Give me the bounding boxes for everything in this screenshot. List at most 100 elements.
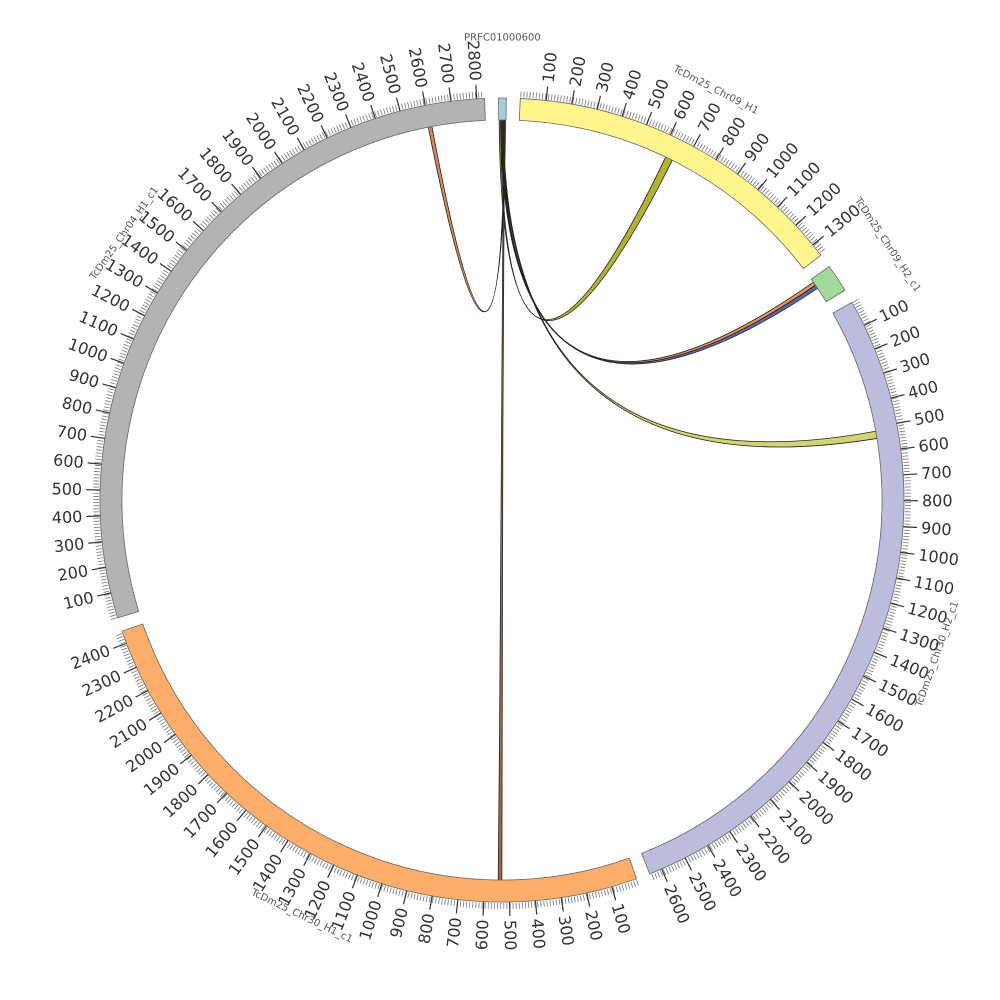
tick-mark (216, 792, 228, 804)
tick-label: 300 (592, 60, 618, 94)
tick-mark (175, 241, 188, 251)
tick-mark (303, 853, 311, 866)
tick-label: 1000 (917, 545, 960, 569)
tick-label: 500 (51, 479, 82, 499)
link-ribbon (427, 119, 506, 313)
tick-label: 200 (581, 909, 606, 943)
segment-band (498, 97, 507, 121)
segment-label: PRFC01000600 (464, 32, 541, 43)
tick-mark (776, 196, 788, 208)
tick-mark (896, 577, 911, 582)
tick-label: 300 (898, 349, 933, 377)
segment-band (99, 97, 486, 619)
tick-label: 800 (922, 491, 953, 510)
tick-mark (110, 357, 125, 364)
tick-label: 900 (740, 129, 773, 165)
tick-mark (95, 409, 110, 414)
tick-mark (231, 183, 242, 195)
tick-label: 2500 (376, 52, 405, 96)
tick-mark (257, 825, 268, 838)
tick-mark (882, 627, 897, 634)
tick-mark (87, 462, 102, 465)
tick-label: 700 (694, 99, 725, 135)
tick-label: 400 (528, 918, 549, 950)
tick-mark (192, 220, 204, 232)
tick-mark (370, 105, 376, 119)
tick-label: 2400 (68, 641, 113, 673)
tick-mark (475, 84, 478, 99)
tick-mark (429, 895, 433, 910)
tick-mark (211, 201, 222, 213)
tick-label: 1100 (76, 307, 121, 341)
link-ribbon (501, 119, 819, 365)
tick-label: 900 (67, 365, 102, 392)
tick-label: 2800 (464, 40, 486, 82)
tick-mark (395, 97, 401, 112)
tick-mark (320, 125, 328, 139)
tick-label: 500 (500, 920, 520, 951)
tick-label: 200 (888, 322, 923, 351)
tick-mark (757, 178, 768, 191)
tick-label: 2300 (320, 69, 353, 114)
tick-mark (715, 147, 724, 161)
tick-label: 2600 (660, 882, 694, 927)
tick-mark (280, 839, 289, 853)
tick-mark (890, 394, 905, 399)
tick-mark (822, 741, 835, 752)
tick-label: 700 (55, 422, 88, 445)
tick-label: 1200 (88, 280, 133, 316)
tick-label: 1100 (912, 572, 956, 599)
tick-mark (455, 899, 459, 914)
tick-mark (669, 122, 677, 136)
tick-label: 800 (718, 114, 750, 150)
tick-mark (769, 798, 781, 811)
tick-mark (596, 95, 602, 110)
tick-label: 600 (669, 87, 699, 123)
tick-mark (296, 137, 305, 151)
tick-mark (900, 446, 915, 450)
tick-mark (736, 162, 747, 175)
segment-band (518, 98, 822, 270)
tick-label: 200 (56, 561, 89, 585)
tick-label: 100 (876, 296, 912, 326)
tick-mark (611, 886, 617, 901)
tick-mark (560, 897, 564, 912)
tick-label: 800 (60, 393, 94, 418)
tick-mark (863, 318, 877, 326)
tick-mark (837, 720, 850, 730)
tick-mark (729, 831, 739, 844)
tick-label: 300 (554, 914, 577, 947)
tick-mark (345, 114, 352, 128)
segment-band (641, 301, 905, 875)
tick-mark (874, 343, 888, 350)
tick-mark (197, 774, 209, 785)
tick-mark (377, 883, 383, 898)
tick-mark (812, 235, 824, 246)
tick-mark (851, 698, 864, 707)
tick-mark (273, 151, 283, 164)
tick-mark (750, 815, 760, 828)
tick-label: 600 (472, 919, 492, 950)
tick-mark (113, 642, 127, 649)
tick-label: 700 (443, 916, 465, 948)
tick-mark (586, 892, 591, 907)
tick-label: 400 (618, 67, 645, 102)
tick-mark (534, 900, 538, 915)
links (427, 119, 878, 881)
tick-label: 900 (386, 906, 412, 940)
tick-mark (180, 754, 192, 765)
tick-label: 100 (61, 588, 95, 614)
tick-mark (88, 541, 103, 544)
tick-label: 900 (920, 518, 952, 539)
tick-mark (145, 285, 158, 294)
tick-label: 2500 (685, 870, 720, 915)
tick-label: 600 (917, 433, 950, 456)
tick-mark (684, 857, 693, 871)
tick-mark (91, 566, 106, 571)
tick-mark (545, 86, 549, 101)
tick-label: 1000 (66, 334, 111, 366)
tick-label: 100 (608, 901, 635, 936)
tick-label: 300 (53, 534, 85, 556)
tick-label: 700 (921, 462, 953, 483)
